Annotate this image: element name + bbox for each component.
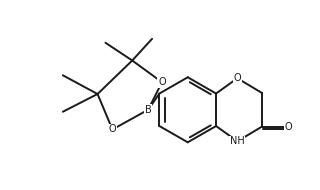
Text: O: O: [285, 122, 292, 131]
Text: O: O: [234, 73, 241, 83]
Text: O: O: [108, 124, 116, 135]
Text: NH: NH: [230, 136, 245, 146]
Text: B: B: [145, 105, 151, 115]
Text: O: O: [158, 77, 166, 87]
